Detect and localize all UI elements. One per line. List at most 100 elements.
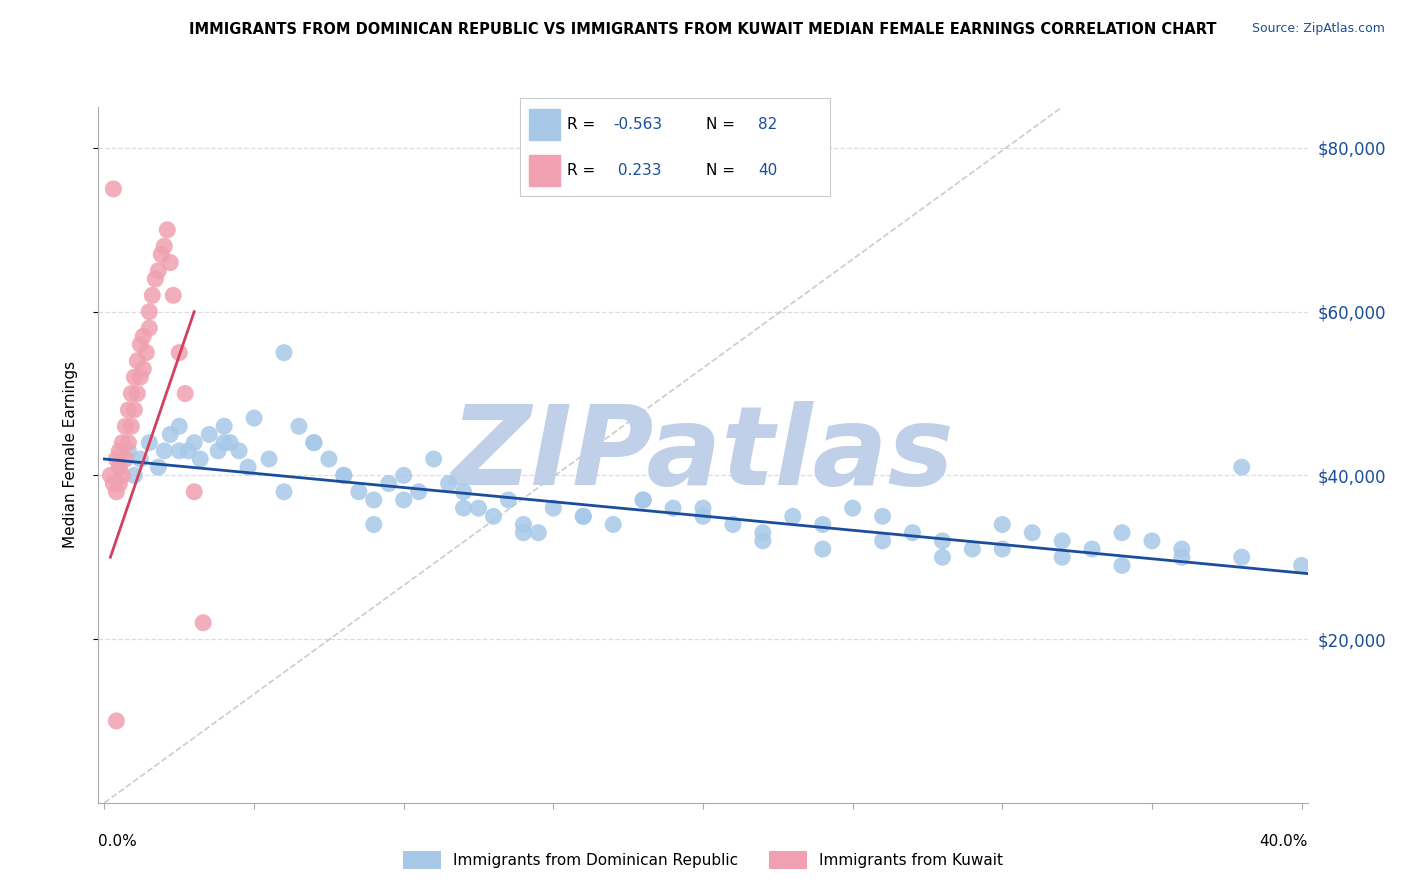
Point — [127, 386, 149, 401]
Point — [453, 484, 475, 499]
Point — [135, 345, 157, 359]
Point — [692, 509, 714, 524]
Point — [1021, 525, 1043, 540]
Text: Source: ZipAtlas.com: Source: ZipAtlas.com — [1251, 22, 1385, 36]
Point — [212, 419, 235, 434]
Text: 40.0%: 40.0% — [1260, 834, 1308, 849]
Point — [212, 435, 235, 450]
Point — [114, 452, 136, 467]
Text: -0.563: -0.563 — [613, 117, 662, 132]
Point — [153, 443, 176, 458]
Point — [333, 468, 356, 483]
Point — [467, 501, 489, 516]
Point — [931, 550, 953, 565]
Point — [153, 239, 176, 253]
Y-axis label: Median Female Earnings: Median Female Earnings — [63, 361, 77, 549]
Text: N =: N = — [706, 117, 740, 132]
Point — [318, 452, 340, 467]
Point — [333, 468, 356, 483]
Point — [1140, 533, 1163, 548]
Legend: Immigrants from Dominican Republic, Immigrants from Kuwait: Immigrants from Dominican Republic, Immi… — [396, 845, 1010, 875]
Point — [143, 272, 166, 286]
Point — [841, 501, 863, 516]
Point — [512, 517, 534, 532]
Point — [111, 468, 134, 483]
Point — [120, 386, 142, 401]
Point — [527, 525, 550, 540]
Point — [138, 435, 160, 450]
Point — [662, 501, 685, 516]
Point — [302, 435, 325, 450]
Point — [129, 337, 152, 351]
Point — [117, 403, 139, 417]
Point — [782, 509, 804, 524]
Point — [437, 476, 460, 491]
Point — [631, 492, 654, 507]
Point — [124, 403, 146, 417]
Point — [752, 525, 775, 540]
Point — [177, 443, 200, 458]
Point — [257, 452, 280, 467]
Point — [162, 288, 184, 302]
Point — [1081, 542, 1104, 557]
Point — [167, 419, 190, 434]
Point — [752, 533, 775, 548]
Point — [159, 427, 181, 442]
Point — [931, 533, 953, 548]
Text: IMMIGRANTS FROM DOMINICAN REPUBLIC VS IMMIGRANTS FROM KUWAIT MEDIAN FEMALE EARNI: IMMIGRANTS FROM DOMINICAN REPUBLIC VS IM… — [190, 22, 1216, 37]
Point — [108, 476, 131, 491]
Point — [1230, 550, 1253, 565]
Point — [100, 468, 122, 483]
Point — [198, 427, 221, 442]
Point — [273, 484, 295, 499]
Point — [148, 460, 170, 475]
Point — [273, 345, 295, 359]
Point — [108, 460, 131, 475]
Point — [363, 492, 385, 507]
Point — [347, 484, 370, 499]
Point — [127, 353, 149, 368]
Point — [901, 525, 924, 540]
Point — [103, 476, 125, 491]
Point — [543, 501, 565, 516]
Point — [219, 435, 242, 450]
Point — [1230, 460, 1253, 475]
Point — [872, 509, 894, 524]
Point — [188, 452, 211, 467]
Point — [129, 452, 152, 467]
Point — [167, 443, 190, 458]
Point — [1111, 525, 1133, 540]
Point — [108, 443, 131, 458]
Point — [572, 509, 595, 524]
Point — [288, 419, 311, 434]
Point — [363, 517, 385, 532]
Point — [422, 452, 444, 467]
Point — [392, 468, 415, 483]
Text: R =: R = — [567, 163, 600, 178]
Point — [962, 542, 984, 557]
Point — [148, 264, 170, 278]
Point — [811, 517, 834, 532]
Point — [138, 304, 160, 318]
Point — [1171, 550, 1194, 565]
Point — [512, 525, 534, 540]
Point — [124, 468, 146, 483]
Point — [193, 615, 215, 630]
Point — [692, 501, 714, 516]
Point — [1111, 558, 1133, 573]
Point — [105, 452, 128, 467]
Point — [1171, 542, 1194, 557]
Text: N =: N = — [706, 163, 740, 178]
Point — [1291, 558, 1313, 573]
Point — [129, 370, 152, 384]
Point — [108, 460, 131, 475]
Point — [183, 435, 205, 450]
Point — [120, 419, 142, 434]
Point — [105, 714, 128, 728]
Text: 40: 40 — [758, 163, 778, 178]
Bar — [530, 109, 561, 140]
Point — [228, 443, 250, 458]
Point — [150, 247, 173, 261]
Point — [117, 443, 139, 458]
Point — [111, 435, 134, 450]
